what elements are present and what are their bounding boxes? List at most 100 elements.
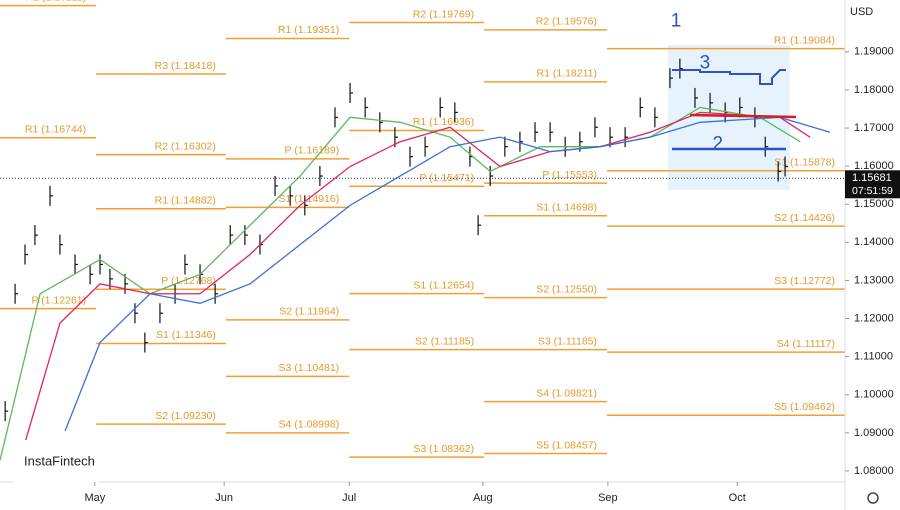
pivot-label: R1 (1.14882) — [155, 195, 216, 207]
pivot-label: S3 (1.08362) — [413, 443, 474, 455]
price-bar — [654, 107, 658, 128]
pivot-label: R2 (1.19769) — [413, 8, 474, 20]
price-bar — [304, 195, 308, 216]
watermark-box — [14, 440, 98, 484]
y-tick-label: 1.09000 — [854, 427, 894, 439]
pivot-label: R1 (1.16936) — [413, 116, 474, 128]
pivot-label: R1 (1.16744) — [25, 124, 86, 136]
price-bar — [274, 175, 279, 196]
pivot-label: S4 (1.11117) — [777, 338, 835, 350]
last-price-label: 1.15681 — [852, 172, 892, 184]
price-bar — [74, 254, 79, 275]
price-bar — [477, 215, 482, 236]
pivot-label: S1 (1.11346) — [156, 329, 216, 341]
pivot-label: P (1.15553) — [542, 169, 597, 181]
moving-average — [19, 111, 811, 461]
y-tick-label: 1.18000 — [854, 84, 894, 96]
y-tick-label: 1.15000 — [854, 198, 894, 210]
pivot-label: S2 (1.11185) — [415, 335, 474, 347]
y-tick-label: 1.19000 — [854, 46, 894, 58]
y-tick-label: 1.16000 — [854, 160, 894, 172]
pivot-label: S1 (1.14698) — [536, 202, 597, 214]
price-bar — [364, 97, 369, 118]
price-bar — [679, 58, 683, 79]
level-red-line — [689, 113, 797, 119]
pivot-label: S5 (1.08457) — [536, 439, 597, 451]
y-tick-label: 1.11000 — [854, 351, 893, 363]
pivot-label: S2 (1.14426) — [774, 212, 835, 224]
price-bar — [334, 107, 338, 128]
price-bar — [349, 82, 354, 103]
pivot-label: R1 (1.19351) — [278, 24, 339, 36]
price-bar — [504, 136, 508, 157]
y-tick-label: 1.14000 — [854, 236, 894, 248]
pivot-label: S2 (1.12550) — [536, 283, 597, 295]
axis-layer: 1.19000 1.18000 1.17000 1.16000 1.15000 1.140… — [84, 46, 900, 504]
pivot-label: S4 (1.09821) — [536, 387, 597, 399]
moving-average — [0, 106, 801, 461]
price-bar — [594, 117, 598, 138]
x-tick-label: Sep — [598, 492, 618, 504]
price-bar — [89, 264, 94, 285]
pivot-label: S3 (1.11185) — [538, 335, 597, 347]
watermark-text: InstaFintech — [24, 453, 95, 468]
price-bar — [624, 127, 629, 148]
price-bar — [144, 332, 148, 353]
price-bar — [379, 112, 383, 133]
price-bar — [4, 401, 9, 422]
pivot-label: P (1.12261) — [31, 294, 86, 306]
pivot-label: S1 (1.12654) — [413, 279, 474, 291]
pivot-label: R3 (1.18418) — [155, 60, 216, 72]
price-bar — [244, 225, 248, 246]
price-bar — [24, 244, 29, 265]
price-bar — [777, 161, 782, 182]
price-bar — [184, 254, 188, 275]
price-bar — [534, 122, 539, 143]
price-bar — [159, 303, 163, 324]
price-bar — [424, 136, 429, 157]
pivot-label: R2 (1.16302) — [155, 140, 216, 152]
price-bar — [99, 254, 104, 275]
annotation: 3 — [700, 52, 711, 73]
price-bar — [764, 136, 769, 157]
countdown-label: 07:51:59 — [852, 185, 893, 197]
pivot-label: S1 (1.15878) — [774, 157, 835, 169]
price-bar — [409, 146, 413, 167]
pivot-label: R1 (1.18211) — [537, 68, 598, 80]
currency-label: USD — [850, 6, 873, 18]
x-tick-label: Oct — [729, 492, 746, 504]
pivot-label: R2 (1.20211) — [26, 0, 87, 3]
pivot-label: P (1.15471) — [419, 172, 474, 184]
pivot-label: S2 (1.11964) — [279, 306, 339, 318]
last-price-box — [845, 170, 900, 199]
price-bar — [319, 166, 323, 187]
pivot-label: P (1.12768) — [161, 275, 216, 287]
price-bar — [639, 97, 644, 118]
moving-average — [64, 116, 831, 432]
settings-icon[interactable] — [867, 492, 879, 504]
price-bar — [454, 102, 458, 123]
series-layer — [0, 58, 845, 461]
pivot-label: S2 (1.09230) — [155, 410, 216, 422]
price-bar — [439, 97, 444, 118]
annotation: 1 — [671, 10, 682, 31]
pivot-label: R1 (1.19084) — [774, 34, 835, 46]
y-tick-label: 1.17000 — [854, 122, 894, 134]
price-bar — [669, 68, 673, 89]
price-bar — [34, 225, 38, 246]
price-bar — [49, 185, 54, 206]
pivot-label: S5 (1.09462) — [774, 401, 835, 413]
price-bar — [694, 87, 698, 108]
price-bar — [229, 225, 234, 246]
drawn-levels — [672, 69, 797, 151]
watermark: InstaFintech — [14, 440, 98, 484]
y-tick-label: 1.13000 — [854, 274, 894, 286]
y-tick-label: 1.10000 — [854, 389, 894, 401]
x-tick-label: Jul — [342, 492, 356, 504]
pivot-label: S3 (1.10481) — [278, 362, 339, 374]
price-bar — [489, 166, 494, 187]
y-tick-label: 1.12000 — [854, 312, 894, 324]
price-bar — [14, 283, 19, 304]
price-bar — [59, 234, 63, 255]
annotation: 2 — [713, 133, 724, 154]
